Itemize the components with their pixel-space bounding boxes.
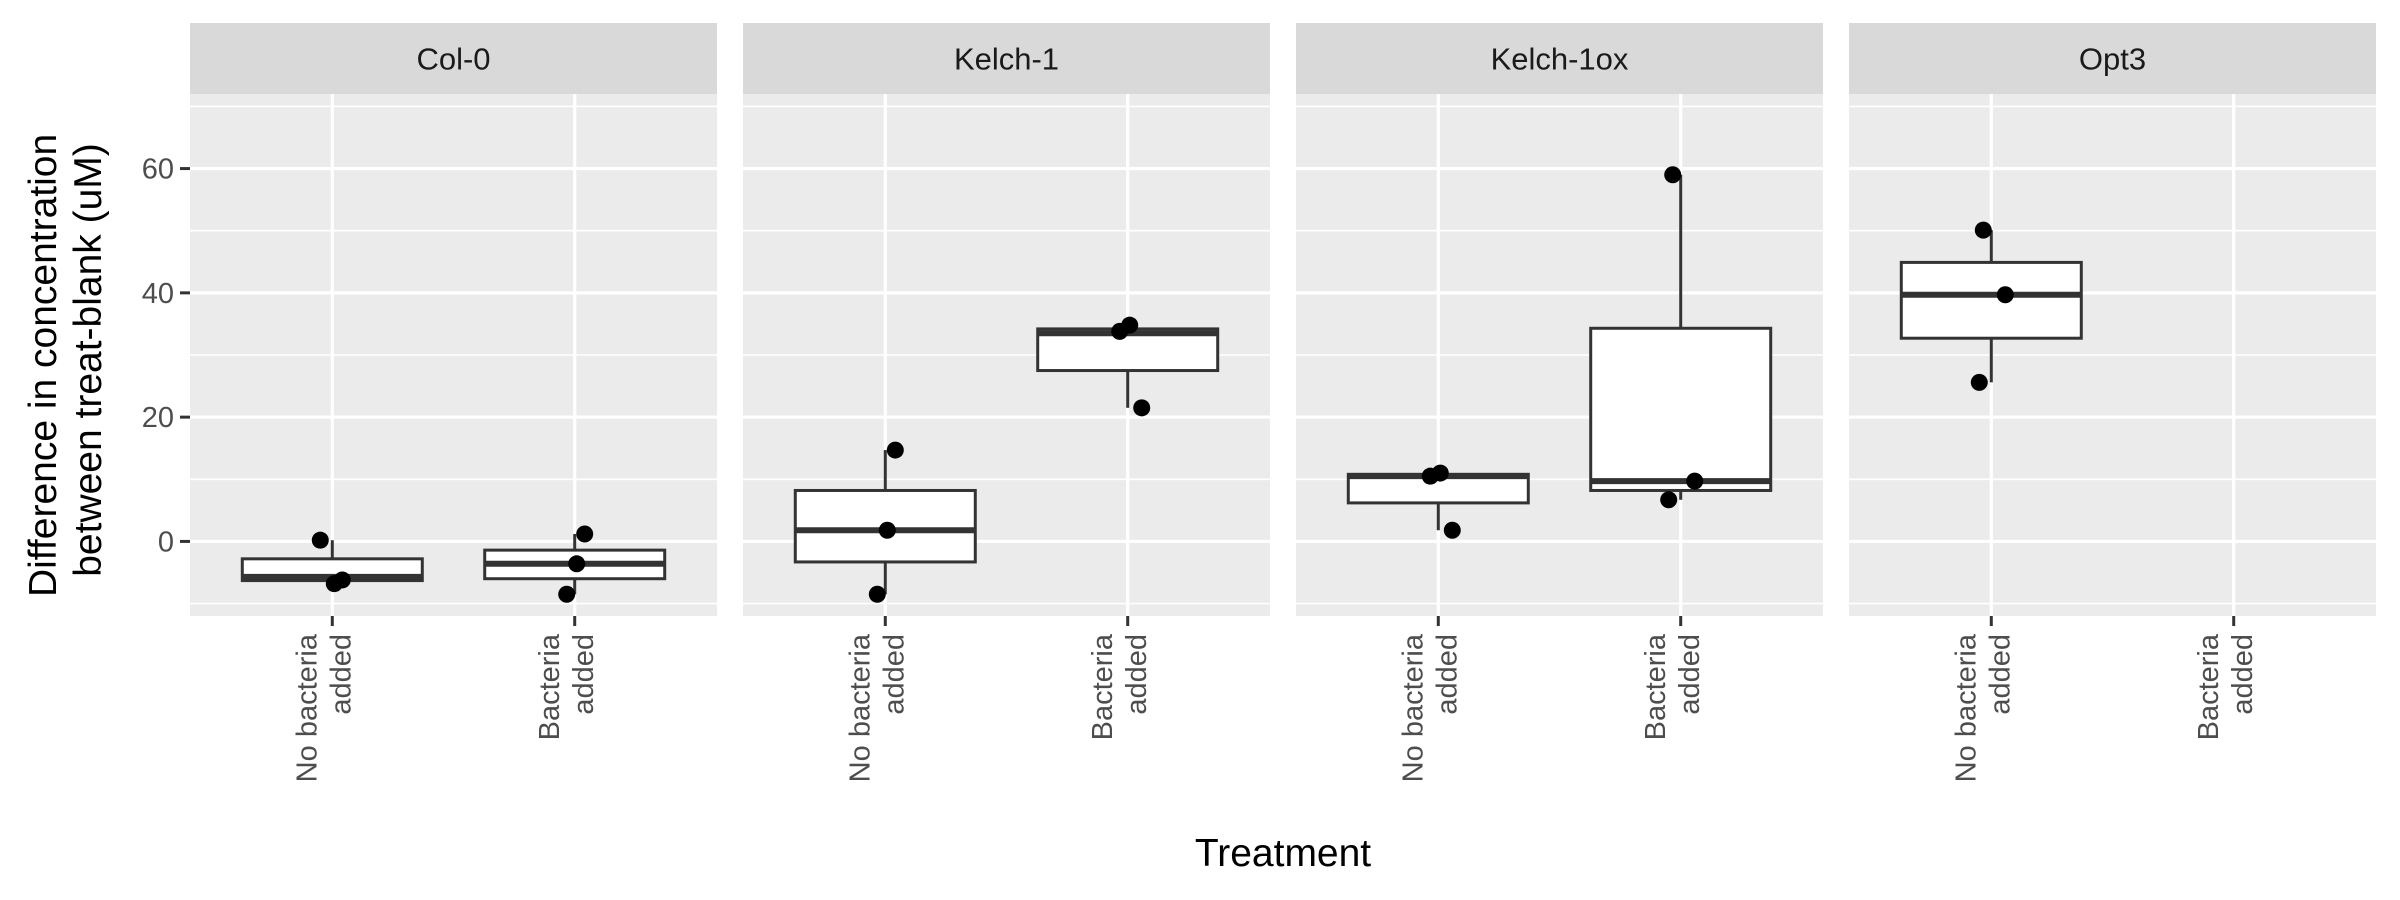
x-tick-label-line: No bacteria <box>1398 633 1430 782</box>
data-point <box>558 585 576 603</box>
x-axis-title: Treatment <box>1195 832 1371 875</box>
box-no-bacteria <box>1899 221 2083 391</box>
x-tick-label-line: Bacteria <box>1087 633 1119 740</box>
facet-strip-label: Opt3 <box>2079 42 2146 77</box>
facet-strip <box>190 23 717 94</box>
x-tick-label-line: added <box>568 634 600 715</box>
x-tick-label-line: added <box>1121 634 1153 715</box>
y-tick-label: 0 <box>158 526 174 558</box>
data-point <box>868 585 886 603</box>
y-tick-label: 60 <box>142 154 174 186</box>
box-bacteria <box>1589 166 1773 509</box>
box-bacteria <box>483 525 667 603</box>
box-no-bacteria <box>1346 464 1530 539</box>
x-tick-label: No bacteriaadded <box>292 633 358 782</box>
x-tick-label: No bacteriaadded <box>1398 633 1464 782</box>
x-tick-label: Bacteriaadded <box>2193 633 2259 740</box>
data-point <box>325 575 343 593</box>
facet-strip <box>1296 23 1823 94</box>
y-tick-label: 40 <box>142 278 174 310</box>
x-tick-label-line: added <box>1674 634 1706 715</box>
data-point <box>1970 373 1988 391</box>
facet-strip-label: Kelch-1ox <box>1491 42 1629 77</box>
x-tick-label-line: added <box>2227 634 2259 715</box>
x-tick-label-line: added <box>1985 634 2017 715</box>
y-axis-title-line-2: between treat-blank (uM) <box>67 143 110 577</box>
x-tick-label-line: No bacteria <box>845 633 877 782</box>
facet-panel: Col-0No bacteriaadded Bacteriaadded <box>190 23 717 782</box>
x-tick-label-line: Bacteria <box>2193 633 2225 740</box>
y-axis: 0 20 40 60 <box>142 154 190 558</box>
data-point <box>1686 472 1704 490</box>
data-point <box>1660 491 1678 509</box>
facet-strip <box>743 23 1270 94</box>
data-point <box>1996 286 2014 304</box>
x-tick-label-line: added <box>879 634 911 715</box>
data-point <box>1443 521 1461 539</box>
box-no-bacteria <box>240 531 424 593</box>
x-tick-label: Bacteriaadded <box>1087 633 1153 740</box>
data-point <box>1133 399 1151 417</box>
data-point <box>1664 166 1682 184</box>
x-tick-label-line: No bacteria <box>292 633 324 782</box>
facet-strip-label: Kelch-1 <box>954 42 1059 77</box>
facet-strip-label: Col-0 <box>416 42 490 77</box>
y-axis-title: Difference in concentration between trea… <box>22 123 110 597</box>
box-no-bacteria <box>793 441 977 603</box>
y-axis-title-line-1: Difference in concentration <box>22 134 65 597</box>
data-point <box>1111 322 1129 340</box>
x-tick-label: No bacteriaadded <box>845 633 911 782</box>
facet-panel: Kelch-1No bacteriaadded Bacteriaadded <box>743 23 1270 782</box>
x-tick-label-line: No bacteria <box>1951 633 1983 782</box>
y-tick-label: 20 <box>142 402 174 434</box>
data-point <box>1974 221 1992 239</box>
x-tick-label-line: Bacteria <box>534 633 566 740</box>
x-tick-label: No bacteriaadded <box>1951 633 2017 782</box>
x-tick-label-line: Bacteria <box>1640 633 1672 740</box>
x-tick-label-line: added <box>1432 634 1464 715</box>
x-tick-label-line: added <box>326 634 358 715</box>
facet-panels: Col-0No bacteriaadded BacteriaaddedKelch-… <box>190 23 2376 782</box>
x-tick-label: Bacteriaadded <box>1640 633 1706 740</box>
data-point <box>1421 467 1439 485</box>
x-tick-label: Bacteriaadded <box>534 633 600 740</box>
box-iqr <box>1899 260 2083 340</box>
data-point <box>568 555 586 573</box>
data-point <box>311 531 329 549</box>
facet-strip <box>1849 23 2376 94</box>
box-bacteria <box>1036 316 1220 417</box>
data-point <box>886 441 904 459</box>
data-point <box>878 521 896 539</box>
data-point <box>576 525 594 543</box>
box-iqr <box>1589 326 1773 492</box>
